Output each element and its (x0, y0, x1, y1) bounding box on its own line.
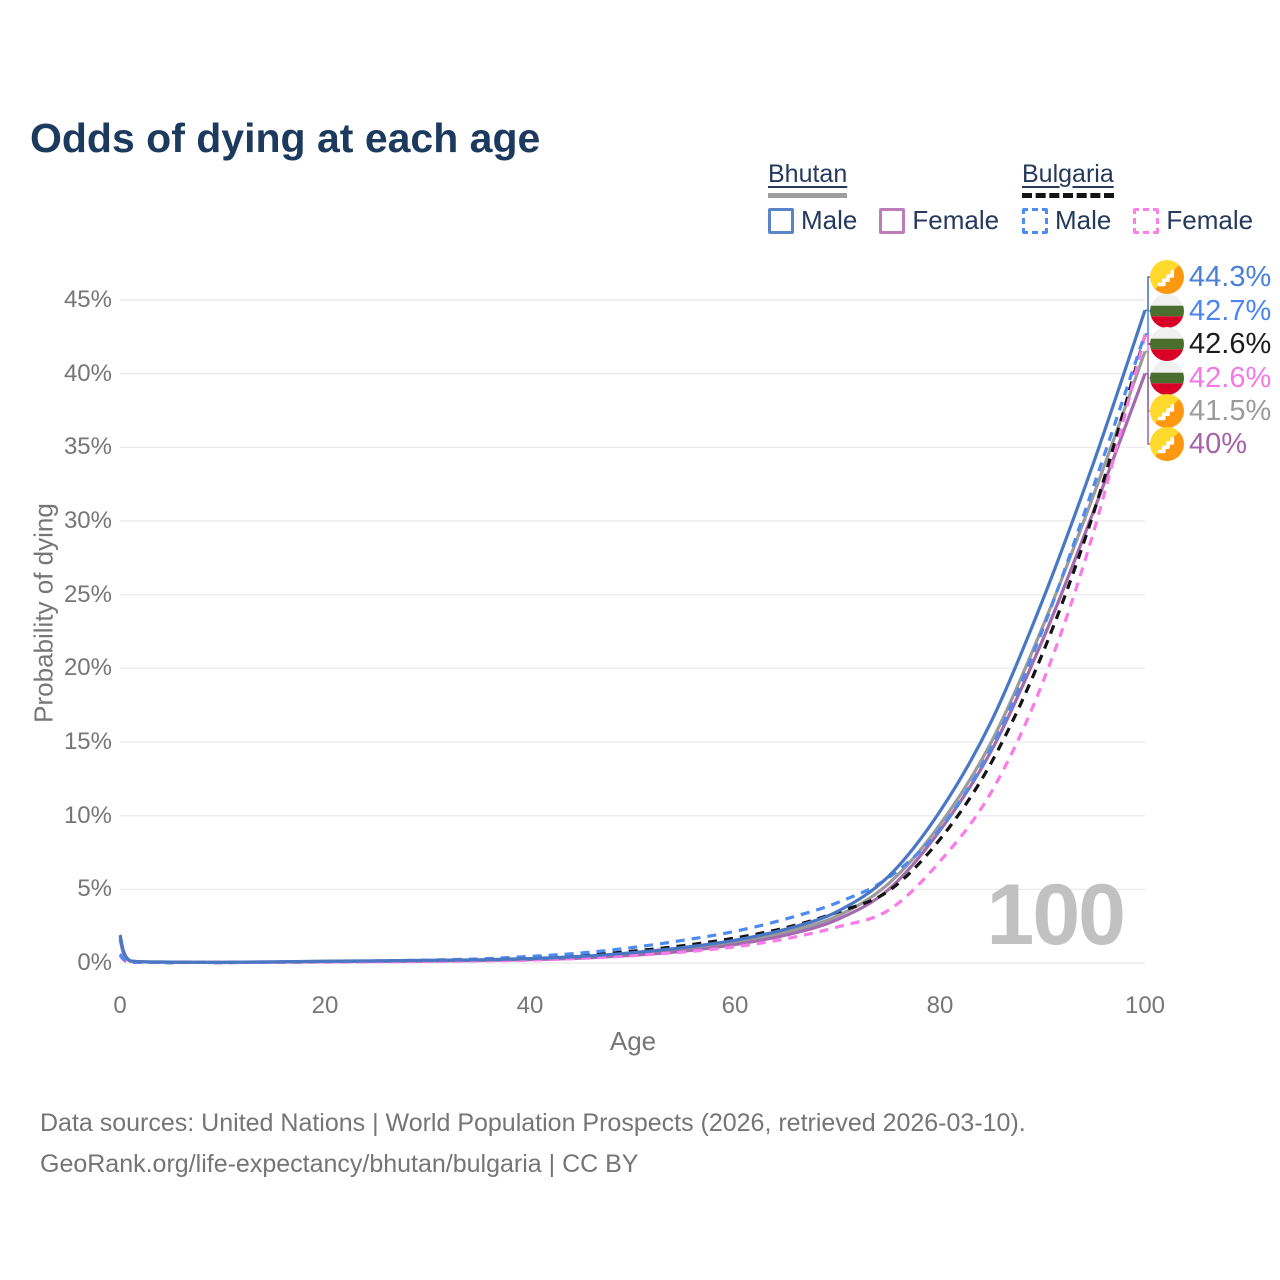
bhutan-flag-icon (1150, 427, 1184, 461)
legend-group-bulgaria: Bulgaria Male Female (1022, 160, 1253, 236)
y-tick-label: 0% (77, 949, 112, 976)
end-label-bhutan-both: 41.5% (1150, 393, 1271, 429)
legend-item-label: Female (1166, 205, 1254, 235)
bulgaria-flag-icon (1150, 294, 1184, 328)
end-label-value: 41.5% (1189, 394, 1272, 427)
legend-swatch-bulgaria-female[interactable] (1133, 207, 1160, 234)
legend-country-bhutan[interactable]: Bhutan (768, 160, 848, 188)
footer-data-sources: Data sources: United Nations | World Pop… (40, 1109, 1026, 1137)
y-tick-label: 25% (63, 580, 112, 608)
bulgaria-flag-icon (1150, 361, 1184, 395)
footer: Data sources: United Nations | World Pop… (40, 1103, 1026, 1185)
end-label-bulgaria-both: 42.6% (1150, 326, 1271, 362)
footer-attribution: GeoRank.org/life-expectancy/bhutan/bulga… (40, 1150, 639, 1178)
x-tick-label: 80 (926, 992, 954, 1019)
end-label-value: 40% (1189, 427, 1248, 460)
x-tick-label: 60 (721, 992, 749, 1019)
legend-item-bulgaria-female[interactable]: Female (1133, 205, 1253, 236)
legend-swatch-bhutan-male[interactable] (768, 207, 794, 234)
end-label-bhutan-female: 40% (1150, 426, 1247, 462)
y-tick-label: 10% (63, 801, 112, 829)
end-label-value: 44.3% (1189, 260, 1272, 293)
y-tick-label: 40% (63, 359, 112, 387)
legend-country-line-bulgaria (1022, 193, 1114, 198)
legend-item-bulgaria-male[interactable]: Male (1022, 205, 1111, 236)
legend-swatch-bulgaria-male[interactable] (1022, 207, 1048, 234)
y-tick-label: 5% (77, 875, 112, 903)
bhutan-flag-icon (1150, 394, 1184, 428)
x-tick-label: 40 (516, 992, 544, 1019)
bulgaria-flag-icon (1150, 327, 1184, 361)
legend-item-label: Male (801, 205, 858, 235)
end-label-value: 42.6% (1189, 361, 1272, 394)
x-tick-label: 20 (311, 992, 339, 1019)
y-tick-label: 35% (63, 433, 112, 461)
end-label-value: 42.7% (1189, 294, 1272, 327)
series-line-bhutan-male[interactable] (118, 309, 1147, 964)
end-label-bhutan-male: 44.3% (1150, 259, 1271, 295)
legend-item-label: Male (1055, 205, 1112, 235)
legend-item-bhutan-female[interactable]: Female (879, 205, 999, 236)
legend-country-line-bhutan (768, 193, 847, 198)
legend-country-bulgaria[interactable]: Bulgaria (1022, 160, 1114, 188)
legend-group-bhutan: Bhutan Male Female (768, 160, 999, 236)
y-tick-label: 45% (63, 286, 112, 313)
end-label-bulgaria-female: 42.6% (1150, 360, 1271, 396)
bhutan-flag-icon (1150, 260, 1184, 294)
x-tick-label: 0 (113, 992, 127, 1019)
x-axis-label: Age (609, 1026, 657, 1056)
end-label-bulgaria-male: 42.7% (1150, 293, 1271, 329)
y-tick-label: 20% (63, 654, 112, 682)
y-tick-label: 15% (63, 728, 112, 755)
hovered-age-watermark: 100 (986, 867, 1127, 963)
y-tick-label: 30% (63, 507, 112, 534)
legend-swatch-bhutan-female[interactable] (879, 207, 906, 234)
y-axis-label: Probability of dying (28, 503, 59, 723)
chart-title: Odds of dying at each age (30, 115, 541, 162)
x-tick-label: 100 (1124, 992, 1166, 1019)
legend-item-label: Female (912, 205, 1000, 235)
legend-item-bhutan-male[interactable]: Male (768, 205, 857, 236)
end-label-value: 42.6% (1189, 327, 1272, 360)
